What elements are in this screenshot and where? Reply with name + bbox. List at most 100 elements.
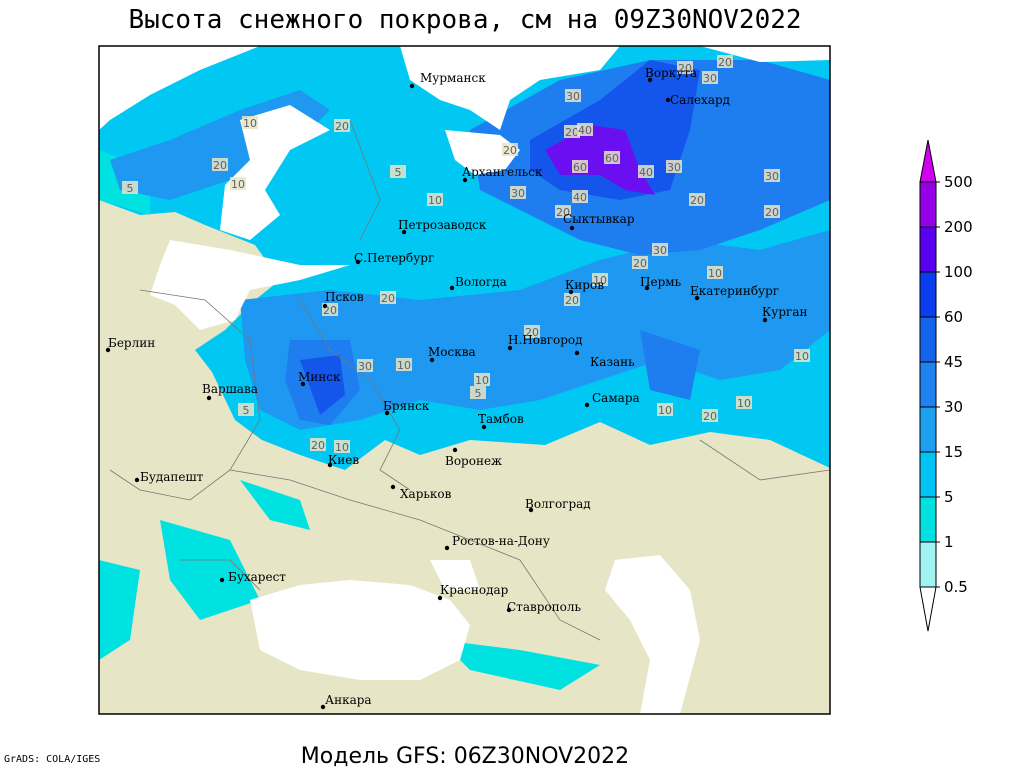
contour-label-bg <box>604 151 620 164</box>
sea <box>99 46 830 714</box>
contour-label-bg <box>524 325 540 338</box>
city-label: Тамбов <box>478 412 524 426</box>
city-label: Псков <box>325 290 364 304</box>
city-dot <box>219 577 225 583</box>
contour-label-bg <box>677 61 693 74</box>
contour-label: 30 <box>358 360 372 373</box>
city-label: Екатеринбург <box>690 284 779 298</box>
contour-label: 5 <box>243 404 250 417</box>
contour-label-bg <box>242 116 258 129</box>
city-label: Будапешт <box>140 470 204 484</box>
city-dot <box>449 285 455 291</box>
city-dot <box>647 77 653 83</box>
footer: Модель GFS: 06Z30NOV2022 <box>301 744 629 768</box>
contour-label: 30 <box>511 187 525 200</box>
snow-1 <box>99 150 600 690</box>
city-dot <box>462 177 468 183</box>
city-dot <box>437 595 443 601</box>
contour-label-bg <box>238 403 254 416</box>
city-dot <box>507 345 513 351</box>
contour-label-bg <box>632 256 648 269</box>
contour-label: 40 <box>578 124 592 137</box>
legend-box <box>919 226 937 273</box>
contour-label: 20 <box>556 206 570 219</box>
city-dot <box>506 607 512 613</box>
contour-label-bg <box>666 160 682 173</box>
contour-label-bg <box>334 440 350 453</box>
legend-box <box>919 271 937 318</box>
legend-label: 500 <box>944 173 973 191</box>
city-dot <box>206 395 212 401</box>
contour-label: 30 <box>653 244 667 257</box>
contour-label: 30 <box>566 90 580 103</box>
contour-label: 20 <box>565 294 579 307</box>
contour-label-bg <box>592 273 608 286</box>
contour-label: 10 <box>428 194 442 207</box>
contour-label-bg <box>764 169 780 182</box>
contour-label-bg <box>764 205 780 218</box>
city-label: С.Петербург <box>354 251 434 265</box>
contour-label-bg <box>565 89 581 102</box>
contour-label: 20 <box>335 120 349 133</box>
contour-label: 20 <box>690 194 704 207</box>
contour-label-bg <box>689 193 705 206</box>
city-dot <box>320 704 326 710</box>
legend-label: 1 <box>944 533 954 551</box>
contour-label: 10 <box>335 441 349 454</box>
legend-box <box>919 361 937 408</box>
snow-100 <box>545 125 655 195</box>
city-label: Архангельск <box>462 165 543 179</box>
contour-label-bg <box>572 190 588 203</box>
city-label: Воронеж <box>445 454 502 468</box>
contour-label: 10 <box>475 374 489 387</box>
contour-label-bg <box>510 186 526 199</box>
contour-label-bg <box>794 349 810 362</box>
city-dot <box>327 462 333 468</box>
legend-label: 60 <box>944 308 963 326</box>
city-label: Краснодар <box>440 583 509 597</box>
contour-label-bg <box>707 266 723 279</box>
contour-label: 20 <box>381 292 395 305</box>
contour-label-bg <box>717 55 733 68</box>
city-dot <box>694 295 700 301</box>
city-dot <box>568 289 574 295</box>
contour-label: 20 <box>311 439 325 452</box>
city-label: Самара <box>592 391 640 405</box>
contour-label: 5 <box>395 166 402 179</box>
city-dot <box>762 317 768 323</box>
legend-box <box>919 316 937 363</box>
borders <box>109 119 830 641</box>
contour-label: 5 <box>475 387 482 400</box>
city-label: Пермь <box>640 275 682 289</box>
contour-label: 20 <box>765 206 779 219</box>
city-dot <box>481 424 487 430</box>
legend-label: 30 <box>944 398 963 416</box>
contour-label: 30 <box>667 161 681 174</box>
contour-label: 20 <box>678 62 692 75</box>
city-label: Н.Новгород <box>508 333 583 347</box>
contour-label: 20 <box>525 326 539 339</box>
contour-label: 5 <box>127 182 134 195</box>
map-frame <box>98 45 831 715</box>
contour-label-bg <box>577 123 593 136</box>
city-label: Минск <box>298 370 341 384</box>
city-dot <box>401 229 407 235</box>
contour-label: 40 <box>573 191 587 204</box>
city-label: Киев <box>328 453 359 467</box>
contour-label: 30 <box>703 72 717 85</box>
contour-label: 10 <box>658 404 672 417</box>
city-label: Харьков <box>400 487 452 501</box>
contour-label: 20 <box>718 56 732 69</box>
contour-label: 20 <box>213 159 227 172</box>
contour-label: 60 <box>605 152 619 165</box>
contour-label-bg <box>396 358 412 371</box>
city-dot <box>429 357 435 363</box>
contour-label-bg <box>702 409 718 422</box>
city-label: Волгоград <box>525 497 591 511</box>
city-dot <box>452 447 458 453</box>
contour-label: 60 <box>573 161 587 174</box>
city-dot <box>584 402 590 408</box>
city-dot <box>644 285 650 291</box>
legend-label: 100 <box>944 263 973 281</box>
city-label: Киров <box>565 278 604 292</box>
